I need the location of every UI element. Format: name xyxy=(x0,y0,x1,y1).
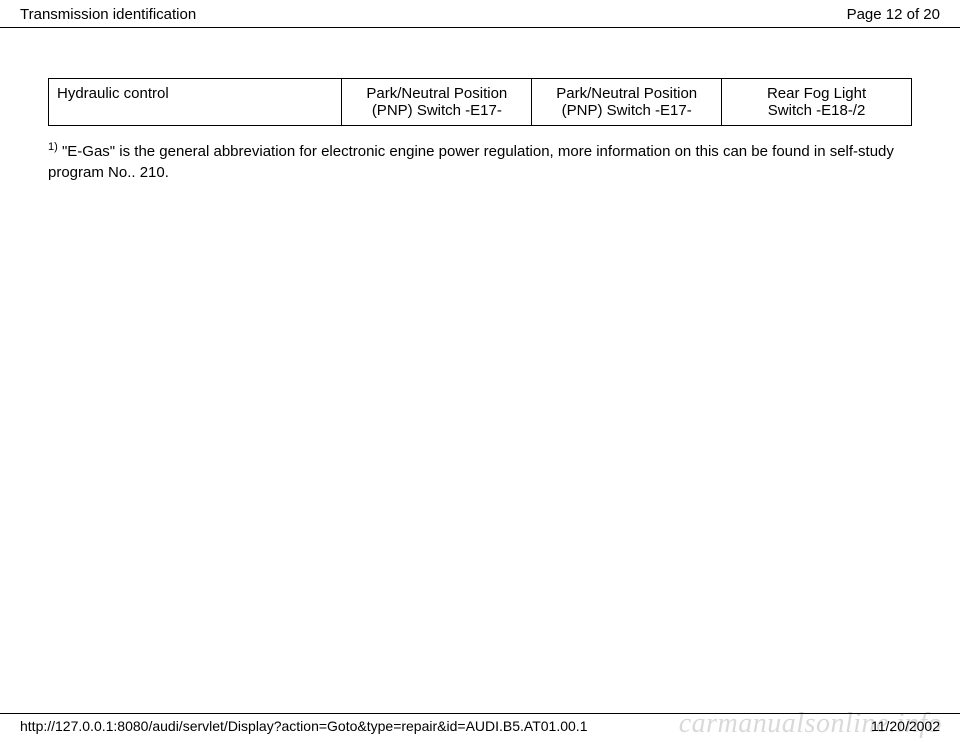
cell-text-line: Rear Fog Light xyxy=(767,85,866,102)
cell-text-line: Switch -E18-/2 xyxy=(768,102,866,119)
page-header: Transmission identification Page 12 of 2… xyxy=(0,0,960,28)
footer-date: 11/20/2002 xyxy=(871,718,940,734)
footnote: 1) "E-Gas" is the general abbreviation f… xyxy=(48,140,912,183)
cell-text-line: Park/Neutral Position xyxy=(556,85,697,102)
table-row: Hydraulic control Park/Neutral Position … xyxy=(49,79,912,126)
cell-text-line: (PNP) Switch -E17- xyxy=(372,102,502,119)
cell-pnp-switch-1: Park/Neutral Position (PNP) Switch -E17- xyxy=(342,79,532,126)
header-page-number: Page 12 of 20 xyxy=(847,6,940,23)
cell-pnp-switch-2: Park/Neutral Position (PNP) Switch -E17- xyxy=(532,79,722,126)
transmission-table: Hydraulic control Park/Neutral Position … xyxy=(48,78,912,126)
cell-rear-fog-light: Rear Fog Light Switch -E18-/2 xyxy=(722,79,912,126)
page-footer: http://127.0.0.1:8080/audi/servlet/Displ… xyxy=(0,713,960,736)
cell-text-line: (PNP) Switch -E17- xyxy=(562,102,692,119)
header-title: Transmission identification xyxy=(20,6,196,23)
cell-text-line: Park/Neutral Position xyxy=(366,85,507,102)
footnote-text: "E-Gas" is the general abbreviation for … xyxy=(48,143,894,181)
footer-url: http://127.0.0.1:8080/audi/servlet/Displ… xyxy=(20,718,587,734)
page-content: Hydraulic control Park/Neutral Position … xyxy=(0,28,960,183)
footnote-superscript: 1) xyxy=(48,141,58,153)
cell-hydraulic-control: Hydraulic control xyxy=(49,79,342,126)
